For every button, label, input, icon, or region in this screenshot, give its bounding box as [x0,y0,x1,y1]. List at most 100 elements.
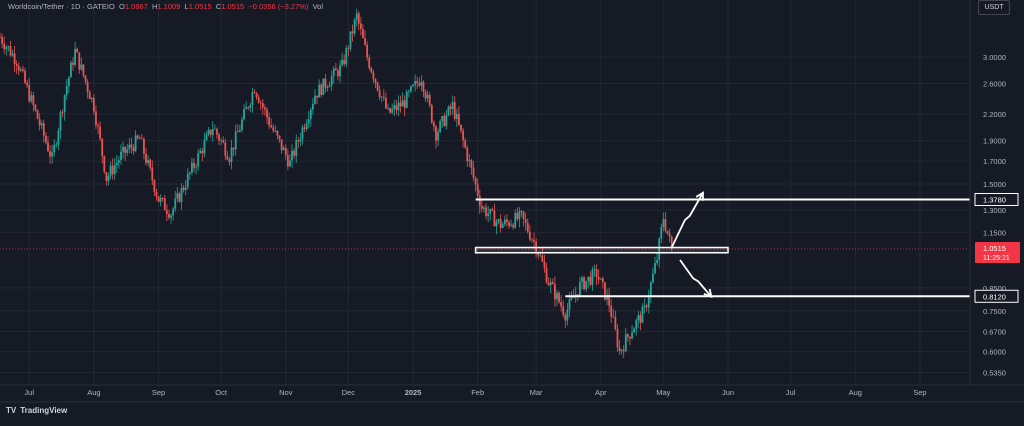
symbol-name: Worldcoin/Tether · 1D · GATEIO [8,2,115,11]
candle-body [232,147,235,150]
candle-body [389,108,391,113]
candle-body [624,334,627,352]
candle-body [38,118,41,126]
candle-body [259,102,262,104]
candle-body [97,125,99,127]
x-tick-label: Oct [215,388,228,397]
candle-body [470,160,473,168]
x-tick-label: Jun [722,388,734,397]
candle-body [660,227,663,239]
candle-body [339,64,341,77]
y-tick-label: 1.9000 [983,137,1006,146]
candle-body [641,306,644,323]
candle-body [136,135,139,139]
change-value: −0.0356 (−3.27%) [248,2,309,11]
candle-body [161,198,164,199]
candle-body [101,138,104,156]
candle-body [32,95,35,106]
candle-body [553,284,556,300]
candles [0,8,673,359]
candle-body [99,126,102,139]
candle-body [63,95,66,113]
candle-body [65,86,68,96]
candle-body [49,151,51,157]
candle-body [649,282,652,297]
candle-body [51,152,54,157]
candle-body [449,106,452,110]
candle-body [205,134,208,141]
candle-body [428,94,431,106]
candle-body [566,309,569,321]
x-tick-label: Jul [786,388,796,397]
close-value: 1.0515 [221,2,245,11]
candle-body [7,46,10,48]
candle-body [668,233,671,237]
candle-body [40,123,43,126]
candle-body [132,147,135,152]
y-tick-label: 1.5000 [983,180,1006,189]
candle-body [26,82,29,86]
candle-body [90,97,93,100]
arrow-head [703,288,713,299]
y-tick-label: 2.6000 [983,79,1006,88]
candle-body [493,210,496,227]
level-tag [974,193,1019,207]
candle-body [385,97,387,109]
candle-body [155,191,158,197]
candle-body [120,151,122,161]
candle-body [15,64,18,66]
candle-body [637,315,640,321]
candle-body [497,219,500,222]
candle-body [412,84,414,87]
level-tag-label: 0.8120 [983,292,1006,301]
candle-body [286,155,289,167]
candle-body [545,267,548,283]
candle-body [305,123,308,130]
candle-body [122,146,124,152]
candle-body [430,105,433,123]
candle-body [416,80,419,84]
candle-body [437,131,439,141]
candle-body [458,113,460,125]
currency-button[interactable]: USDT [978,0,1010,15]
candle-body [629,336,631,339]
candle-body [188,172,191,174]
candle-body [134,135,137,152]
candle-body [597,277,600,280]
annotations: 1.3780 0.8120 1.0515 11:25:21 [0,191,1020,303]
candle-body [3,43,6,50]
candle-body [662,219,665,228]
candle-body [172,208,175,216]
y-tick-label: 0.6000 [983,348,1006,357]
candle-body [130,144,133,148]
candle-body [195,166,197,168]
candle-body [587,276,590,281]
x-tick-label: Mar [530,388,543,397]
candle-body [289,160,291,167]
x-tick-label: Aug [87,388,100,397]
candle-body [633,328,636,333]
y-tick-label: 3.0000 [983,53,1006,62]
tradingview-branding[interactable]: TV TradingView [6,406,67,415]
candle-body [170,215,172,218]
candle-body [478,195,481,206]
candle-body [349,31,352,49]
candle-body [274,130,277,132]
candle-body [474,177,477,185]
candle-body [297,140,300,142]
candle-body [257,97,260,103]
candle-body [84,75,87,82]
candle-body [476,184,479,196]
candle-body [55,144,58,146]
candle-body [501,224,504,228]
bearish-arrow [679,259,713,298]
candle-body [391,108,394,113]
candle-body [514,212,517,228]
candle-body [0,36,1,38]
candle-body [174,198,177,209]
candle-body [249,104,252,108]
candle-body [483,207,485,209]
candle-body [245,107,248,110]
candle-body [604,282,606,300]
